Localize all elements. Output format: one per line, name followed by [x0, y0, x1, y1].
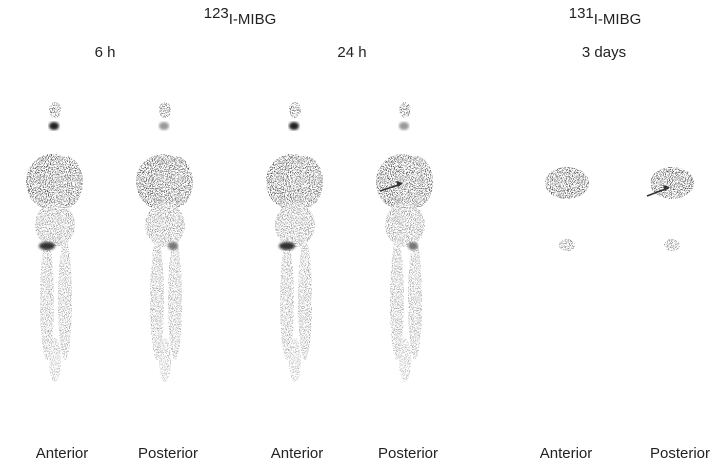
organ-uptake — [168, 242, 178, 250]
uptake — [397, 156, 433, 208]
view-label: Posterior — [378, 445, 438, 462]
scan-images — [26, 102, 694, 382]
uptake — [287, 156, 323, 208]
organ-uptake — [39, 242, 55, 250]
arrow-head — [396, 181, 403, 187]
scan-panel — [136, 102, 193, 382]
uptake — [289, 102, 301, 118]
organ-uptake — [159, 122, 169, 130]
uptake — [49, 102, 61, 118]
agent: I-MIBG — [594, 11, 642, 28]
uptake — [159, 338, 171, 382]
agent: I-MIBG — [229, 11, 277, 28]
headers: 123I-MIBG 131I-MIBG 6 h 24 h 3 days — [95, 5, 642, 61]
uptake — [275, 203, 315, 247]
time-label: 24 h — [337, 44, 366, 61]
uptake — [545, 167, 589, 199]
scan-grain — [26, 102, 83, 382]
agent-header: 123I-MIBG — [204, 5, 277, 28]
view-label: Posterior — [650, 445, 710, 462]
uptake — [408, 240, 422, 360]
uptake — [58, 240, 72, 360]
uptake — [399, 338, 411, 382]
organ-uptake — [289, 122, 299, 130]
uptake — [559, 239, 575, 251]
uptake — [650, 167, 694, 199]
uptake — [289, 338, 301, 382]
uptake — [157, 156, 193, 208]
scan-panel — [376, 102, 433, 382]
agent-header: 131I-MIBG — [569, 5, 642, 28]
organ-uptake — [408, 242, 418, 250]
uptake — [298, 240, 312, 360]
isotope: 131 — [569, 5, 594, 22]
scan-panel — [26, 102, 83, 382]
scan-grain — [136, 102, 193, 382]
isotope: 123 — [204, 5, 229, 22]
scan-grain — [545, 167, 589, 251]
uptake — [159, 102, 171, 118]
view-label: Anterior — [540, 445, 593, 462]
scan-grain — [376, 102, 433, 382]
uptake — [40, 240, 54, 360]
view-labels: Anterior Posterior Anterior Posterior An… — [36, 445, 710, 462]
uptake — [49, 338, 61, 382]
time-label: 6 h — [95, 44, 116, 61]
uptake — [150, 240, 164, 360]
view-label: Anterior — [36, 445, 89, 462]
uptake — [664, 239, 680, 251]
organ-uptake — [279, 242, 295, 250]
uptake — [280, 240, 294, 360]
view-label: Anterior — [271, 445, 324, 462]
organ-uptake — [399, 122, 409, 130]
scan-panel — [266, 102, 323, 382]
scan-panel — [646, 167, 694, 251]
uptake — [168, 240, 182, 360]
view-label: Posterior — [138, 445, 198, 462]
uptake — [390, 240, 404, 360]
scan-grain — [266, 102, 323, 382]
scan-grain — [650, 167, 694, 251]
uptake — [399, 102, 411, 118]
uptake — [35, 203, 75, 247]
uptake — [145, 203, 185, 247]
scan-panel — [545, 167, 589, 251]
uptake — [385, 203, 425, 247]
organ-uptake — [49, 122, 59, 130]
time-label: 3 days — [582, 44, 626, 61]
uptake — [47, 156, 83, 208]
arrow-head — [663, 185, 670, 191]
